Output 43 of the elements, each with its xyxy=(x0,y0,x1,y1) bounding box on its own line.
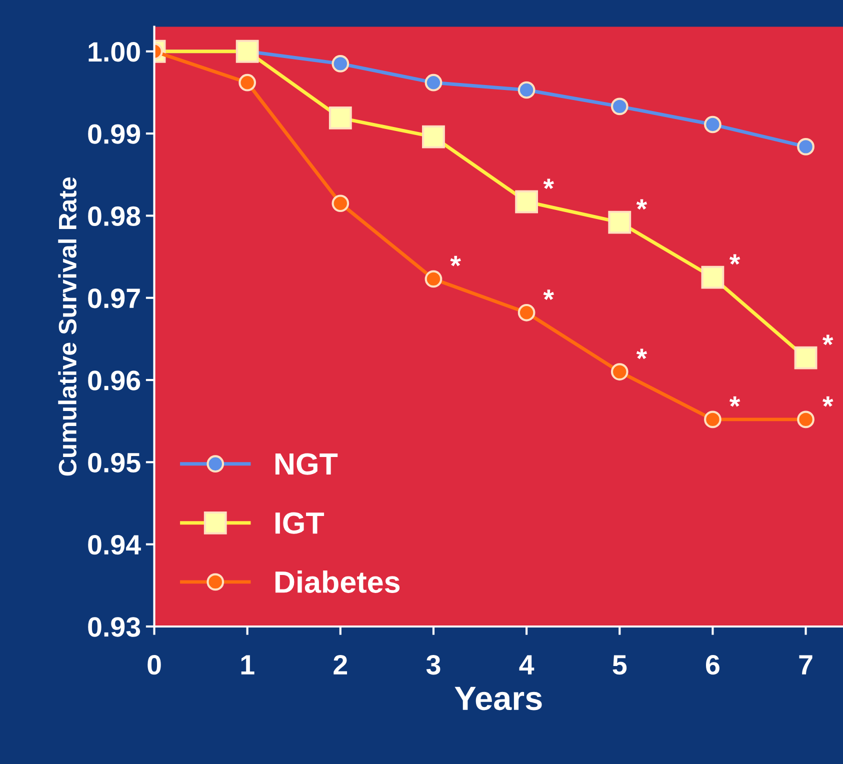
point xyxy=(424,74,442,92)
y-tick-label: 0.99 xyxy=(88,124,140,144)
y-tick-label: 0.97 xyxy=(88,288,140,308)
point xyxy=(518,304,536,322)
point xyxy=(518,81,536,99)
point xyxy=(797,138,814,156)
legend-label: IGT xyxy=(275,512,324,534)
x-tick-label: 1 xyxy=(241,655,254,674)
point xyxy=(797,410,814,428)
annotation: * xyxy=(729,396,740,407)
y-tick-label: 0.98 xyxy=(88,206,140,226)
point xyxy=(704,116,722,134)
annotation: * xyxy=(450,256,461,266)
point xyxy=(610,363,628,380)
annotation: * xyxy=(729,254,740,265)
x-tick-label: 5 xyxy=(612,655,627,675)
annotation: * xyxy=(636,199,648,210)
x-axis-title: Years xyxy=(454,686,542,710)
x-tick-label: 4 xyxy=(519,655,534,674)
point xyxy=(610,98,628,116)
point xyxy=(332,194,350,212)
y-tick-label: 0.94 xyxy=(88,534,141,555)
x-tick-label: 6 xyxy=(706,654,720,675)
x-tick-label: 7 xyxy=(799,655,812,674)
x-tick-label: 2 xyxy=(334,654,348,674)
annotation: * xyxy=(636,348,648,360)
annotation: * xyxy=(822,396,834,407)
legend-label: Diabetes xyxy=(275,570,400,593)
point xyxy=(704,410,722,428)
x-tick-label: 0 xyxy=(148,654,161,675)
point xyxy=(238,74,256,92)
y-axis-title: Cumulative Survival Rate xyxy=(58,177,77,476)
y-tick-label: 0.93 xyxy=(88,617,140,637)
point xyxy=(332,55,350,72)
point xyxy=(424,270,442,288)
annotation: * xyxy=(822,334,834,346)
legend-label: NGT xyxy=(275,453,338,475)
annotation: * xyxy=(543,290,554,300)
x-tick-label: 3 xyxy=(426,654,440,675)
y-tick-label: 0.96 xyxy=(88,370,140,390)
annotation: * xyxy=(543,178,554,190)
y-tick-label: 1.00 xyxy=(88,42,140,62)
y-tick-label: 0.95 xyxy=(88,452,140,473)
